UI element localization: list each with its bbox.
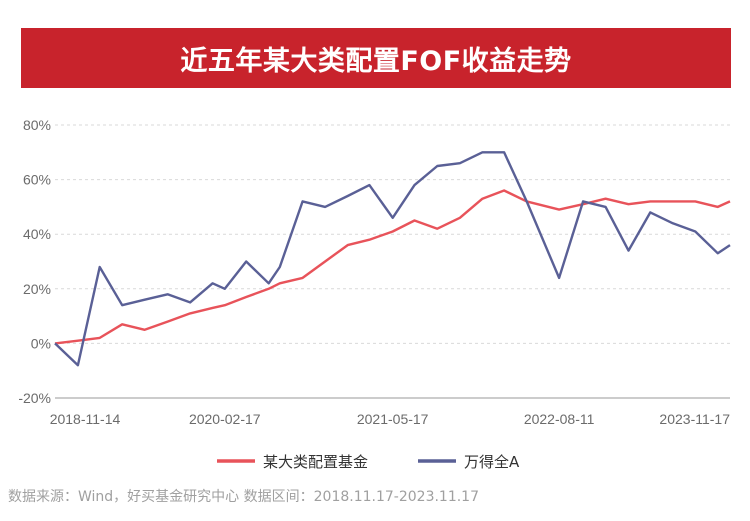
y-tick-label: 40%	[23, 226, 51, 242]
x-tick-label: 2020-02-17	[189, 411, 261, 427]
x-tick-label: 2018-11-14	[50, 411, 121, 427]
series-line-2	[54, 151, 731, 367]
x-tick-label: 2023-11-17	[659, 411, 730, 427]
y-tick-label: 0%	[31, 335, 51, 351]
y-tick-label: 80%	[23, 117, 51, 133]
x-tick-label: 2021-05-17	[357, 411, 429, 427]
x-tick-label: 2022-08-11	[524, 411, 595, 427]
title-banner: 近五年某大类配置FOF收益走势	[21, 28, 731, 88]
legend-label-1: 某大类配置基金	[263, 453, 368, 471]
series-line-1	[54, 189, 731, 345]
y-tick-label: -20%	[18, 390, 51, 406]
legend-label-2: 万得全A	[464, 453, 520, 471]
y-tick-label: 60%	[23, 172, 51, 188]
source-note: 数据来源：Wind，好买基金研究中心 数据区间：2018.11.17-2023.…	[8, 489, 480, 505]
y-tick-label: 20%	[23, 281, 51, 297]
chart-title: 近五年某大类配置FOF收益走势	[180, 45, 572, 77]
